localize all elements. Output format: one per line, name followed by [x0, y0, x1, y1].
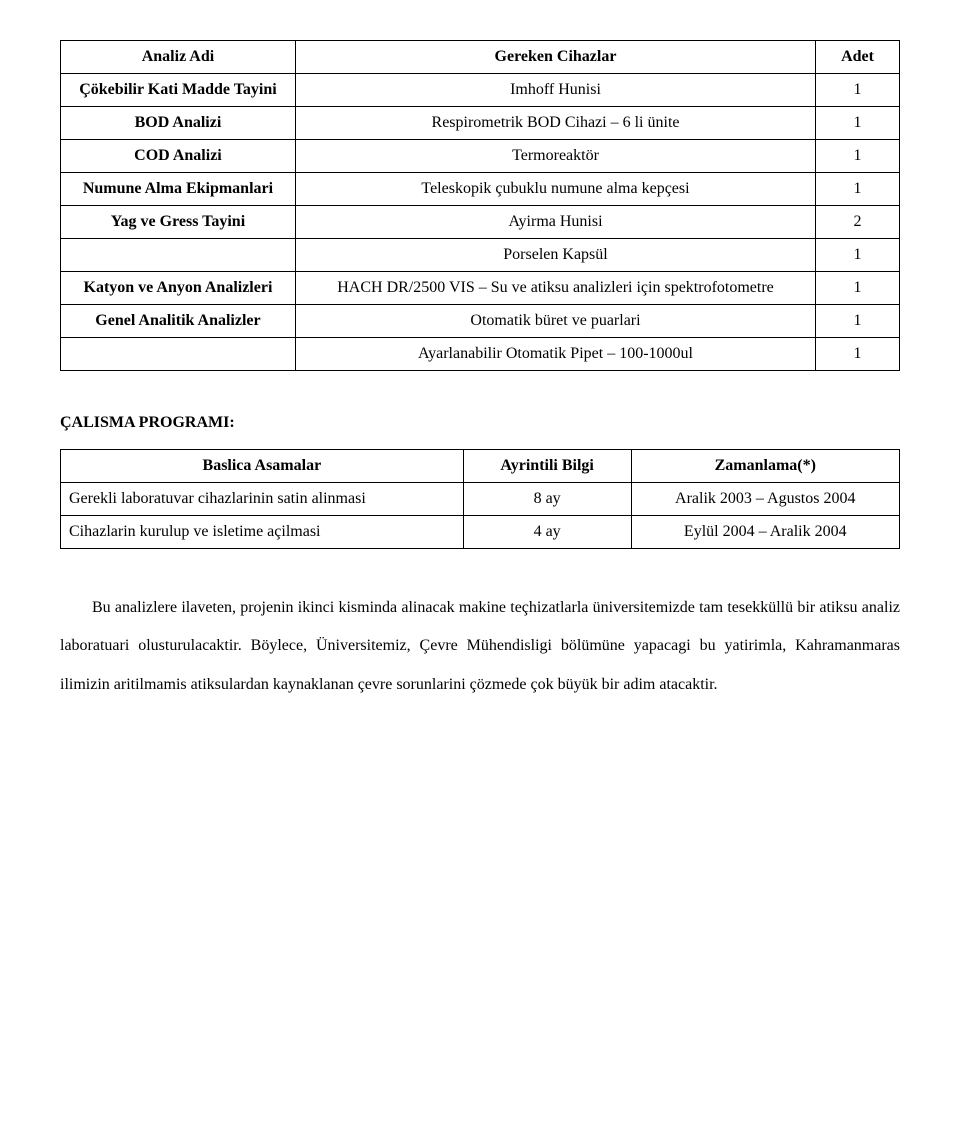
cell-timing: Eylül 2004 – Aralik 2004 — [631, 516, 899, 549]
equipment-table-header-row: Analiz Adi Gereken Cihazlar Adet — [61, 41, 900, 74]
table-row: Cihazlarin kurulup ve isletime açilmasi … — [61, 516, 900, 549]
cell-timing: Aralik 2003 – Agustos 2004 — [631, 483, 899, 516]
cell-qty: 1 — [816, 140, 900, 173]
header-quantity: Adet — [816, 41, 900, 74]
section-heading: ÇALISMA PROGRAMI: — [60, 411, 900, 435]
body-paragraph: Bu analizlere ilaveten, projenin ikinci … — [60, 589, 900, 704]
cell-qty: 1 — [816, 107, 900, 140]
cell-name: Genel Analitik Analizler — [61, 305, 296, 338]
cell-device: Imhoff Hunisi — [295, 74, 815, 107]
schedule-table: Baslica Asamalar Ayrintili Bilgi Zamanla… — [60, 449, 900, 549]
header-step: Baslica Asamalar — [61, 450, 464, 483]
table-row: Katyon ve Anyon Analizleri HACH DR/2500 … — [61, 272, 900, 305]
cell-qty: 2 — [816, 206, 900, 239]
cell-qty: 1 — [816, 272, 900, 305]
cell-name: BOD Analizi — [61, 107, 296, 140]
table-row: Yag ve Gress Tayini Ayirma Hunisi 2 — [61, 206, 900, 239]
cell-name: Numune Alma Ekipmanlari — [61, 173, 296, 206]
cell-device: HACH DR/2500 VIS – Su ve atiksu analizle… — [295, 272, 815, 305]
header-analysis-name: Analiz Adi — [61, 41, 296, 74]
cell-detail: 8 ay — [463, 483, 631, 516]
header-timing: Zamanlama(*) — [631, 450, 899, 483]
cell-qty: 1 — [816, 305, 900, 338]
cell-qty: 1 — [816, 239, 900, 272]
table-row: Porselen Kapsül 1 — [61, 239, 900, 272]
cell-device: Termoreaktör — [295, 140, 815, 173]
header-detail: Ayrintili Bilgi — [463, 450, 631, 483]
cell-name — [61, 338, 296, 371]
cell-name: COD Analizi — [61, 140, 296, 173]
header-devices: Gereken Cihazlar — [295, 41, 815, 74]
table-row: Genel Analitik Analizler Otomatik büret … — [61, 305, 900, 338]
cell-step: Cihazlarin kurulup ve isletime açilmasi — [61, 516, 464, 549]
cell-device: Teleskopik çubuklu numune alma kepçesi — [295, 173, 815, 206]
cell-device: Ayirma Hunisi — [295, 206, 815, 239]
cell-device: Otomatik büret ve puarlari — [295, 305, 815, 338]
cell-qty: 1 — [816, 338, 900, 371]
cell-name — [61, 239, 296, 272]
equipment-table: Analiz Adi Gereken Cihazlar Adet Çökebil… — [60, 40, 900, 371]
cell-name: Katyon ve Anyon Analizleri — [61, 272, 296, 305]
table-row: Numune Alma Ekipmanlari Teleskopik çubuk… — [61, 173, 900, 206]
cell-name: Yag ve Gress Tayini — [61, 206, 296, 239]
cell-step: Gerekli laboratuvar cihazlarinin satin a… — [61, 483, 464, 516]
cell-detail: 4 ay — [463, 516, 631, 549]
table-row: BOD Analizi Respirometrik BOD Cihazi – 6… — [61, 107, 900, 140]
cell-device: Porselen Kapsül — [295, 239, 815, 272]
cell-device: Respirometrik BOD Cihazi – 6 li ünite — [295, 107, 815, 140]
cell-name: Çökebilir Kati Madde Tayini — [61, 74, 296, 107]
cell-qty: 1 — [816, 74, 900, 107]
table-row: Gerekli laboratuvar cihazlarinin satin a… — [61, 483, 900, 516]
table-row: Çökebilir Kati Madde Tayini Imhoff Hunis… — [61, 74, 900, 107]
cell-device: Ayarlanabilir Otomatik Pipet – 100-1000u… — [295, 338, 815, 371]
schedule-table-header-row: Baslica Asamalar Ayrintili Bilgi Zamanla… — [61, 450, 900, 483]
cell-qty: 1 — [816, 173, 900, 206]
table-row: COD Analizi Termoreaktör 1 — [61, 140, 900, 173]
table-row: Ayarlanabilir Otomatik Pipet – 100-1000u… — [61, 338, 900, 371]
